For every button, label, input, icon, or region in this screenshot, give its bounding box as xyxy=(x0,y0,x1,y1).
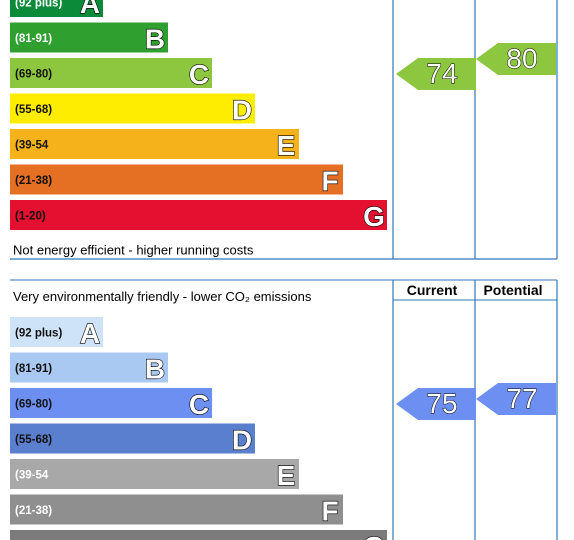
band-letter-e: E xyxy=(277,460,296,491)
band-range-a: (92 plus) xyxy=(15,0,62,10)
potential-rating-value: 80 xyxy=(506,43,537,74)
band-range-e: (39-54 xyxy=(15,470,49,482)
band-letter-a: A xyxy=(80,318,100,349)
current-rating-arrow xyxy=(396,58,476,90)
current-rating-arrow xyxy=(396,388,476,420)
potential-rating-arrow xyxy=(476,383,556,415)
band-range-c: (69-80) xyxy=(15,69,52,81)
band-bar-e xyxy=(10,459,299,489)
band-bar-f xyxy=(10,494,343,525)
band-letter-b: B xyxy=(145,24,165,55)
band-bar-d xyxy=(10,93,255,124)
band-letter-c: C xyxy=(189,59,209,90)
potential-rating-arrow xyxy=(476,43,556,75)
band-letter-f: F xyxy=(321,166,338,197)
band-bar-g xyxy=(10,200,387,230)
band-bar-f xyxy=(10,164,343,195)
band-letter-f: F xyxy=(321,496,338,527)
bottom-description: Not energy efficient - higher running co… xyxy=(13,243,254,258)
band-range-e: (39-54 xyxy=(15,140,49,152)
band-range-d: (55-68) xyxy=(15,104,52,116)
band-bar-c xyxy=(10,388,212,418)
top-description: Very environmentally friendly - lower CO… xyxy=(13,289,312,304)
current-column-label: Current xyxy=(407,282,458,298)
potential-column-label: Potential xyxy=(483,282,542,298)
band-range-b: (81-91) xyxy=(15,33,52,45)
band-letter-b: B xyxy=(145,354,165,385)
band-bar-g xyxy=(10,530,387,540)
band-range-a: (92 plus) xyxy=(15,328,62,340)
band-range-c: (69-80) xyxy=(15,399,52,411)
potential-rating-value: 77 xyxy=(506,383,537,414)
band-bar-e xyxy=(10,129,299,159)
band-bar-b xyxy=(10,22,168,53)
band-bar-a xyxy=(10,317,103,347)
current-rating-value: 75 xyxy=(426,388,457,419)
band-letter-d: D xyxy=(232,95,252,126)
band-range-f: (21-38) xyxy=(15,175,52,187)
band-range-b: (81-91) xyxy=(15,363,52,375)
band-range-g: (1-20) xyxy=(15,211,46,223)
band-bar-d xyxy=(10,423,255,454)
band-letter-a: A xyxy=(80,0,100,19)
band-letter-c: C xyxy=(189,389,209,420)
band-bar-c xyxy=(10,58,212,88)
band-range-d: (55-68) xyxy=(15,434,52,446)
band-range-f: (21-38) xyxy=(15,505,52,517)
band-letter-d: D xyxy=(232,425,252,456)
band-letter-g: G xyxy=(363,201,385,232)
band-letter-e: E xyxy=(277,130,296,161)
band-bar-b xyxy=(10,352,168,383)
band-letter-g: G xyxy=(363,531,385,540)
current-rating-value: 74 xyxy=(426,58,457,89)
band-bar-a xyxy=(10,0,103,17)
